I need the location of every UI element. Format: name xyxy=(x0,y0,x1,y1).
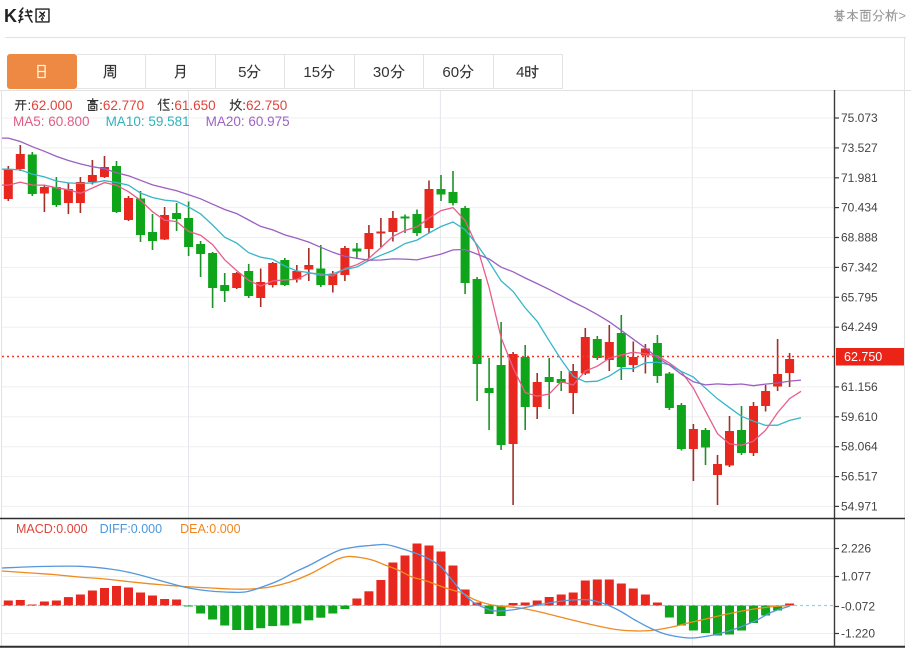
svg-text:67.342: 67.342 xyxy=(841,260,878,274)
svg-text:2.226: 2.226 xyxy=(841,542,871,556)
svg-text:54.971: 54.971 xyxy=(841,499,878,513)
svg-text:61.156: 61.156 xyxy=(841,380,878,394)
svg-text:75.073: 75.073 xyxy=(841,111,878,125)
svg-text:68.888: 68.888 xyxy=(841,231,878,245)
svg-text:56.517: 56.517 xyxy=(841,470,878,484)
svg-text:71.981: 71.981 xyxy=(841,171,878,185)
svg-text:65.795: 65.795 xyxy=(841,290,878,304)
svg-text:-1.220: -1.220 xyxy=(841,627,875,641)
svg-text:62.750: 62.750 xyxy=(844,350,882,364)
svg-text:70.434: 70.434 xyxy=(841,201,878,215)
svg-text:59.610: 59.610 xyxy=(841,410,878,424)
svg-text:1.077: 1.077 xyxy=(841,570,871,584)
svg-text:73.527: 73.527 xyxy=(841,141,878,155)
svg-text:64.249: 64.249 xyxy=(841,320,878,334)
svg-text:-0.072: -0.072 xyxy=(841,600,875,614)
svg-text:58.064: 58.064 xyxy=(841,440,878,454)
